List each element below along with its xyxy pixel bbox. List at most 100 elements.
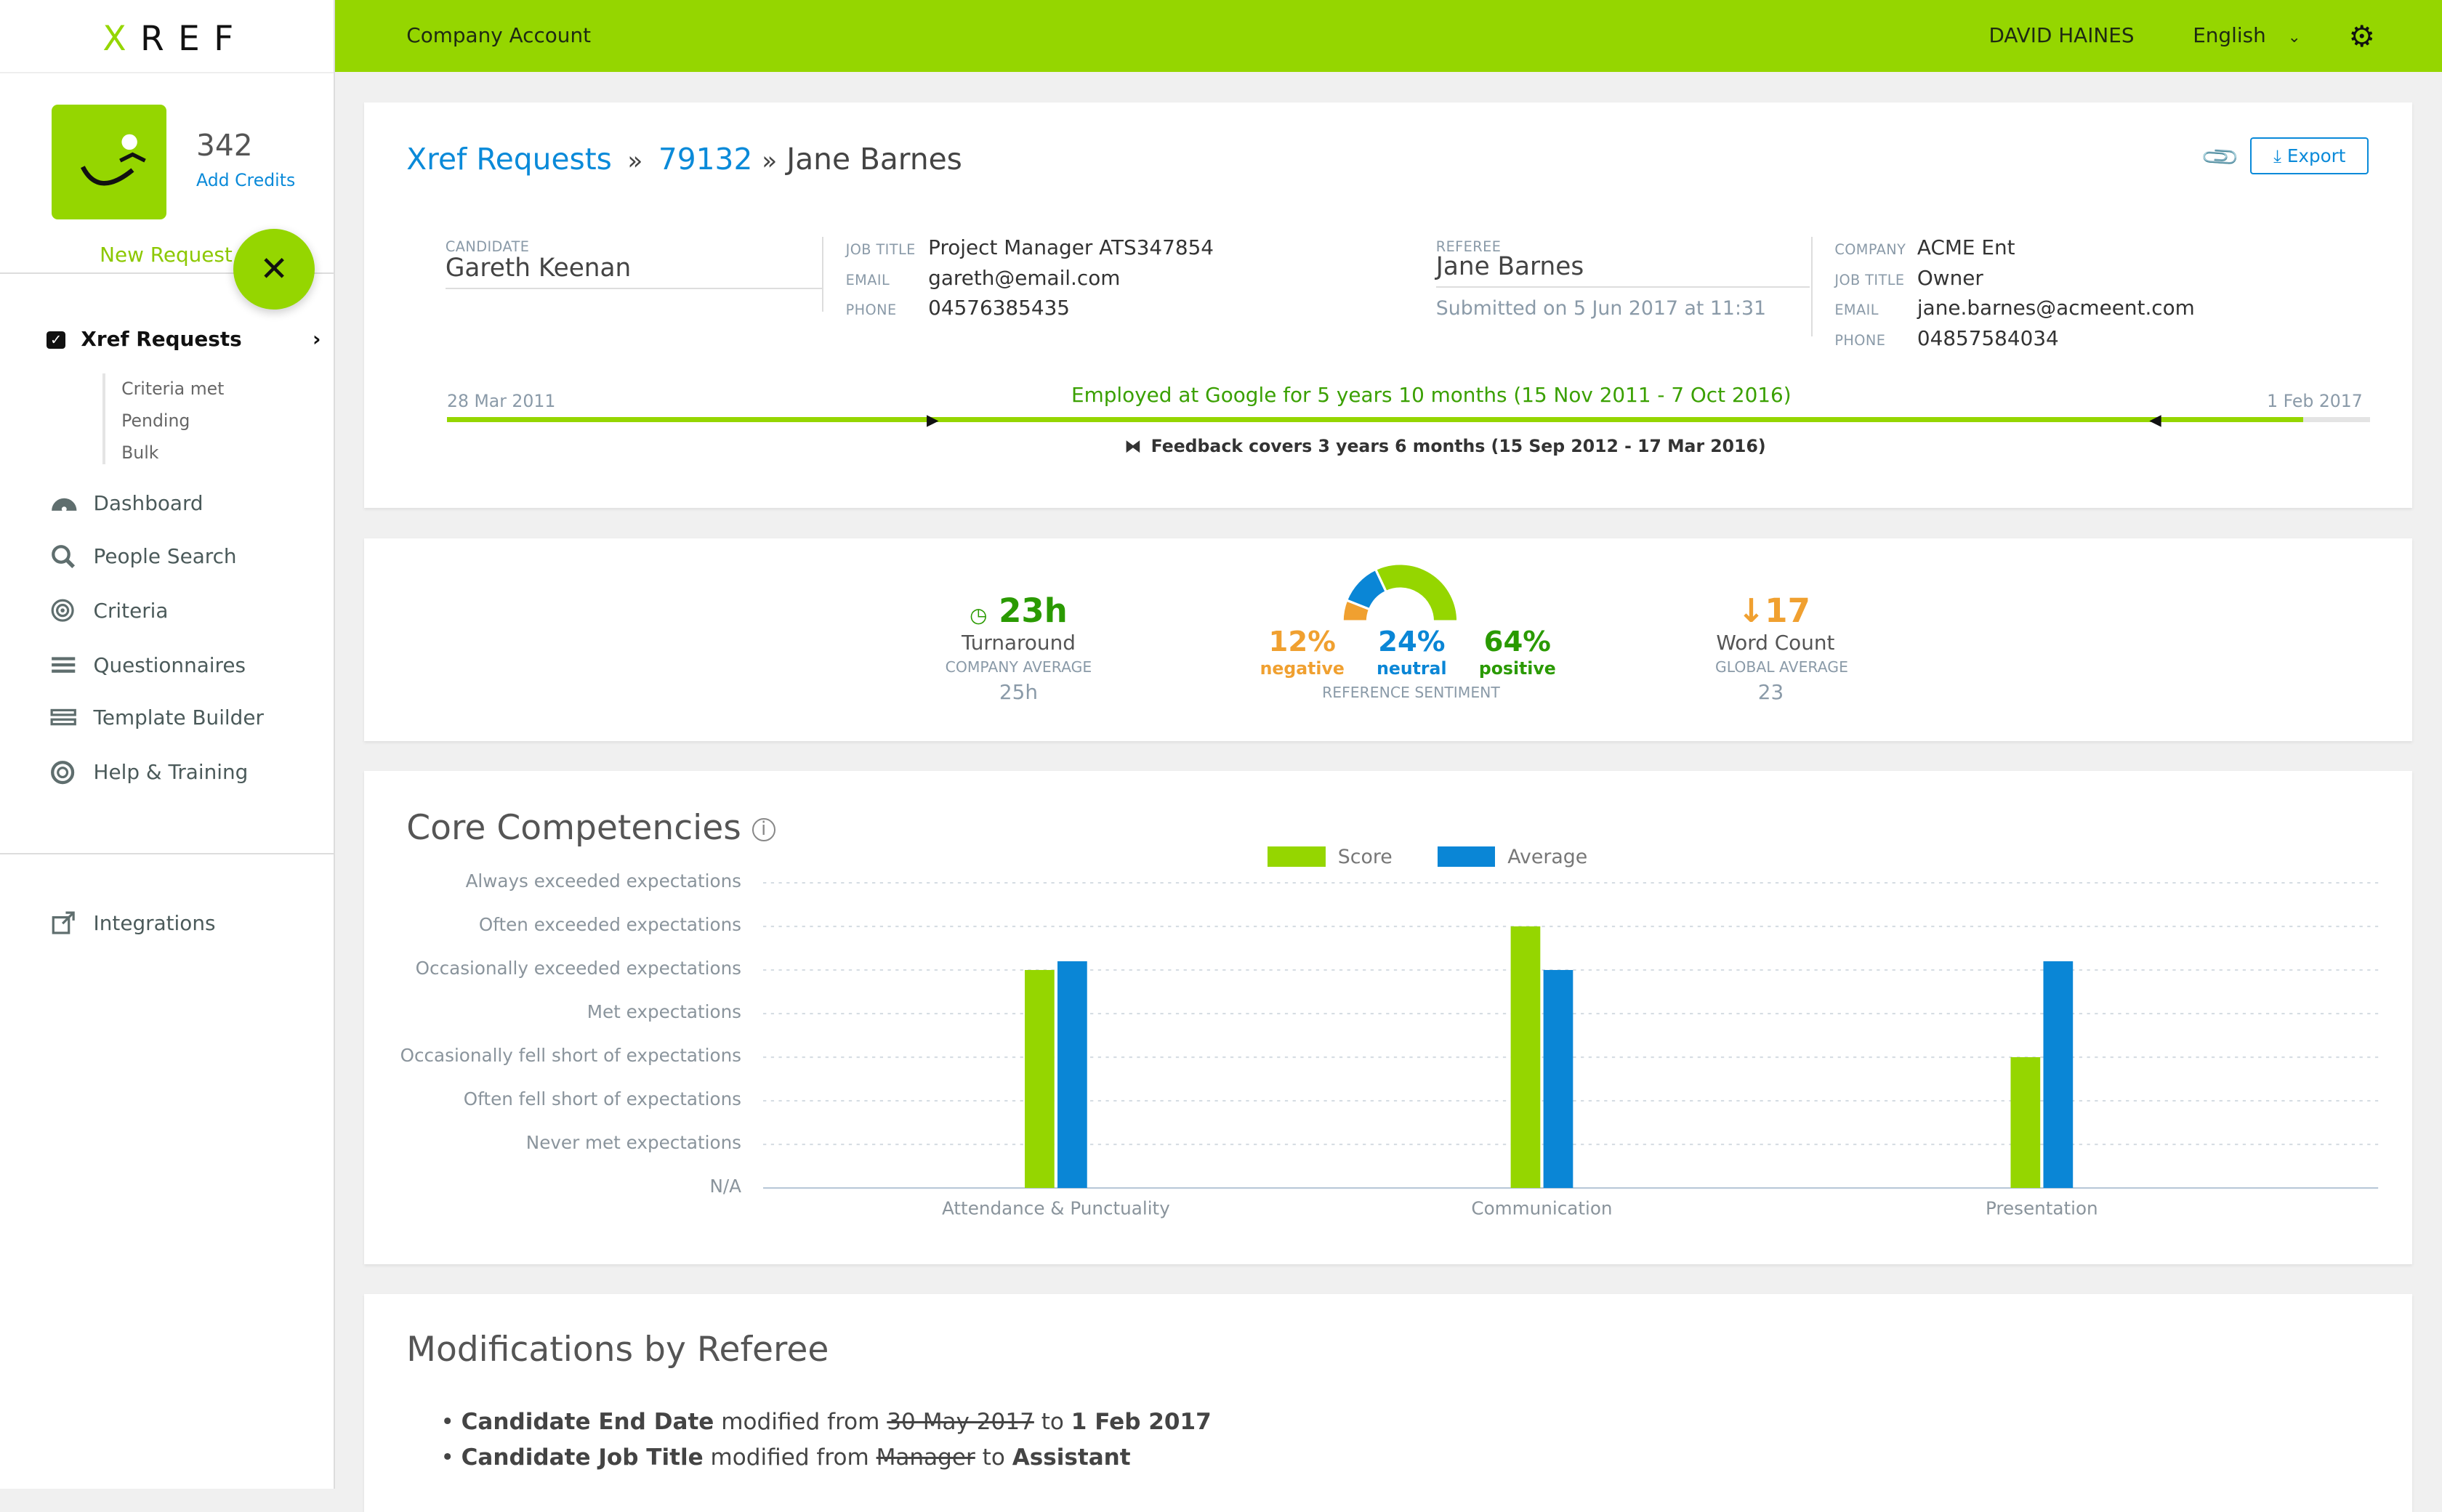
submitted-date: Submitted on 5 Jun 2017 at 11:31 [1435,297,1767,320]
user-name[interactable]: DAVID HAINES [1988,23,2135,48]
new-request-label[interactable]: New Request [100,243,233,267]
credits-count: 342 [196,127,253,163]
settings-gear-icon[interactable]: ⚙ [2348,18,2375,54]
positive-pct: 64% [1483,626,1551,659]
checkbox-icon: ✓ [47,331,65,349]
lifebuoy-icon [50,760,74,784]
breadcrumb-root[interactable]: Xref Requests [406,141,612,177]
company-account-link[interactable]: Company Account [406,23,592,48]
timeline-start: 28 Mar 2011 [447,390,556,411]
avatar[interactable] [51,104,167,220]
language-select[interactable]: English ⌄ [2193,23,2301,48]
close-icon: ✕ [259,249,289,289]
modifications-title: Modifications by Referee [406,1330,829,1370]
search-icon [51,545,75,568]
sidebar-subitem-bulk[interactable]: Bulk [121,442,159,464]
negative-pct: 12% [1268,626,1336,659]
range-icon: ⧓ [1124,436,1142,456]
gauge-segment-positive [1374,562,1459,623]
breadcrumb-current: Jane Barnes [786,141,962,177]
sidebar: XREF 342 Add Credits New Request ✕ ✓ Xref… [0,0,335,1489]
chart-legend: Score Average [1268,846,1587,868]
feedback-end-marker: ◀ [2149,411,2161,429]
chevron-down-icon: ⌄ [2287,28,2301,47]
arrow-down-icon: ↓ [1737,591,1765,631]
chevron-right-icon: › [312,327,321,351]
candidate-job-title: Project Manager ATS347854 [928,235,1214,260]
referee-job-title: Owner [1917,265,1983,290]
sidebar-item-criteria[interactable]: Criteria [50,598,168,623]
smile-logo-icon [80,134,146,185]
dashboard-icon [51,498,76,512]
sidebar-item-xref-requests[interactable]: ✓ Xref Requests › [47,327,321,351]
download-icon: ⤓ [2273,145,2281,166]
word-count-value: ↓17 [1737,591,1810,631]
list-icon [51,657,75,673]
logo[interactable]: XREF [102,19,247,59]
bar-score [2010,1057,2041,1189]
y-tick-label: Often exceeded expectations [478,913,742,935]
bar-average [1057,961,1087,1189]
y-tick-label: Always exceeded expectations [465,870,742,892]
sidebar-subitem-criteria-met[interactable]: Criteria met [121,379,225,400]
bar-average [1543,970,1573,1189]
y-tick-label: N/A [709,1175,742,1197]
x-tick-label: Attendance & Punctuality [942,1197,1170,1218]
breadcrumb-id[interactable]: 79132 [658,141,753,177]
y-tick-label: Occasionally fell short of expectations [400,1044,742,1066]
neutral-pct: 24% [1378,626,1446,659]
sidebar-item-help-training[interactable]: Help & Training [50,760,248,785]
turnaround-value: ◷ 23h [970,591,1068,631]
candidate-phone: 04576385435 [928,296,1071,320]
feedback-summary: ⧓ Feedback covers 3 years 6 months (15 Se… [1124,436,1766,456]
bar-average [2043,961,2074,1189]
bar-score [1510,926,1541,1189]
x-tick-label: Presentation [1986,1197,2098,1218]
timeline-end: 1 Feb 2017 [2267,390,2363,411]
target-icon [51,599,74,622]
referee-email: jane.barnes@acmeent.com [1917,296,2195,320]
info-icon[interactable]: i [751,818,775,842]
y-tick-label: Often fell short of expectations [463,1088,742,1109]
sidebar-item-integrations[interactable]: Integrations [50,911,215,936]
external-link-icon [52,911,75,934]
template-icon [50,708,76,726]
competencies-title: Core Competencies i [406,808,775,848]
x-tick-label: Communication [1471,1197,1612,1218]
y-tick-label: Never met expectations [525,1131,742,1153]
request-header-card: Xref Requests » 79132 » Jane Barnes 📎 ⤓ … [364,102,2413,508]
legend-swatch-score [1268,846,1326,867]
referee-name: Jane Barnes [1435,252,1810,288]
timeline-bar [447,417,2371,422]
breadcrumb: Xref Requests » 79132 » Jane Barnes [406,141,962,177]
y-tick-label: Met expectations [587,1000,742,1022]
sidebar-item-template-builder[interactable]: Template Builder [50,706,264,730]
sidebar-item-questionnaires[interactable]: Questionnaires [50,652,246,677]
sidebar-subitem-pending[interactable]: Pending [121,411,190,432]
referee-company: ACME Ent [1917,235,2015,260]
feedback-start-marker: ▶ [927,411,939,429]
legend-swatch-average [1437,846,1496,867]
candidate-email: gareth@email.com [928,265,1121,290]
export-button[interactable]: ⤓ Export [2250,137,2369,174]
legend-score: Score [1337,845,1393,868]
logo-text: XREF [102,18,248,59]
new-request-button[interactable]: ✕ [233,229,315,310]
clock-icon: ◷ [970,603,988,628]
add-credits-link[interactable]: Add Credits [196,169,296,190]
legend-average: Average [1507,845,1588,868]
top-bar: Company Account DAVID HAINES English ⌄ ⚙ [334,0,2442,72]
modification-item: • Candidate End Date modified from 30 Ma… [440,1408,1212,1435]
modifications-card: Modifications by Referee • Candidate End… [364,1293,2413,1512]
referee-phone: 04857584034 [1917,326,2059,350]
modification-item: • Candidate Job Title modified from Mana… [440,1444,1131,1471]
bar-score [1025,970,1055,1189]
stats-card: ◷ 23h Turnaround COMPANY AVERAGE 25h 12%… [364,538,2413,741]
candidate-name: Gareth Keenan [445,254,823,289]
sidebar-item-dashboard[interactable]: Dashboard [50,490,204,515]
y-tick-label: Occasionally exceeded expectations [415,957,742,979]
sentiment-gauge [1341,562,1459,623]
employment-summary: Employed at Google for 5 years 10 months… [1071,383,1792,408]
sidebar-item-people-search[interactable]: People Search [50,543,237,568]
